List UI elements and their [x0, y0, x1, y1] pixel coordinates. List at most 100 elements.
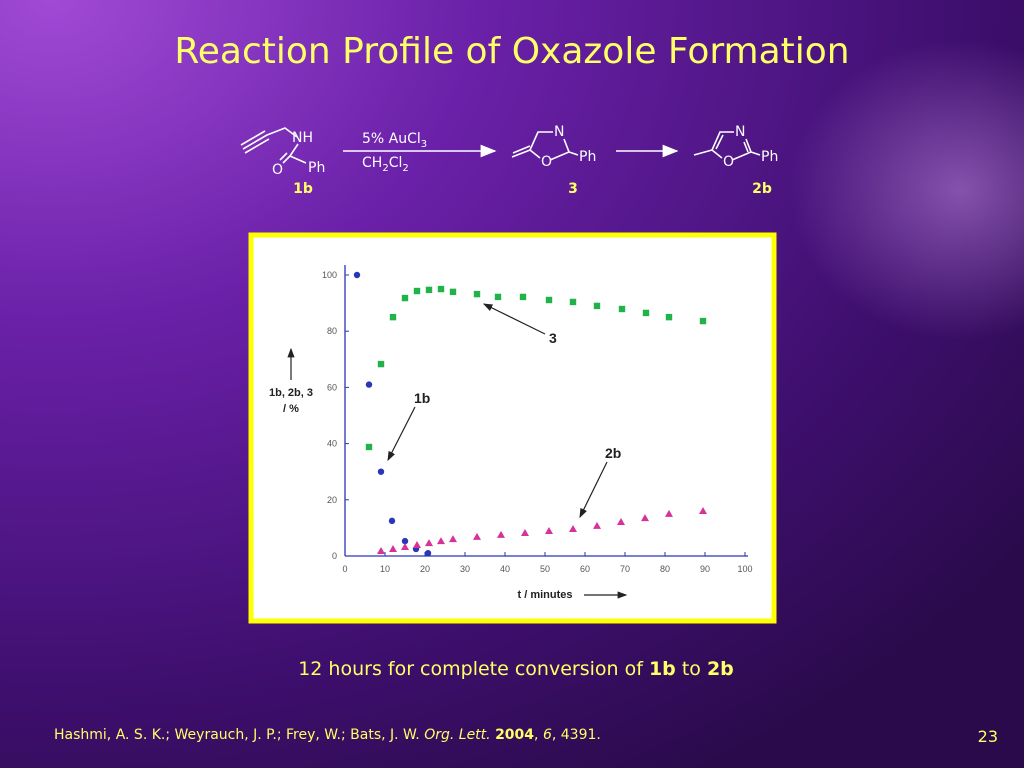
- data-point: [389, 313, 397, 321]
- y-tick-label: 60: [327, 382, 337, 392]
- data-point: [388, 517, 396, 525]
- y-tick-label: 40: [327, 439, 337, 449]
- caption-compound: 2b: [707, 658, 734, 680]
- data-point: [699, 317, 707, 325]
- y-axis-label: / %: [283, 403, 299, 415]
- data-point: [377, 360, 385, 368]
- data-point: [413, 287, 421, 295]
- data-point: [473, 290, 481, 298]
- atom-label: NH: [292, 130, 313, 146]
- data-point: [473, 532, 481, 540]
- x-tick-label: 100: [737, 564, 752, 574]
- caption-compound: 1b: [649, 658, 676, 680]
- y-tick-label: 100: [322, 270, 337, 280]
- data-point: [642, 309, 650, 317]
- annotation-arrow: [482, 303, 546, 335]
- caption-text: to: [676, 658, 707, 680]
- data-point: [545, 526, 553, 534]
- solvent-text: CH: [362, 155, 382, 171]
- data-point: [365, 443, 373, 451]
- data-point: [569, 525, 577, 533]
- atom-label: O: [541, 154, 552, 170]
- x-tick-label: 50: [540, 564, 550, 574]
- data-point: [413, 541, 421, 549]
- citation-journal: Org. Lett.: [424, 727, 490, 743]
- annotation-arrow: [387, 406, 416, 462]
- data-point: [593, 521, 601, 529]
- citation-year: 2004: [495, 727, 534, 743]
- data-point: [424, 549, 432, 557]
- citation-volume: 6: [543, 727, 552, 743]
- atom-label: O: [272, 162, 283, 178]
- caption-text: 12 hours for complete conversion of: [298, 658, 649, 680]
- annotation: 3: [549, 330, 557, 346]
- compound-label: 2b: [752, 181, 772, 197]
- bond: [240, 127, 298, 154]
- x-tick-label: 60: [580, 564, 590, 574]
- x-tick-label: 10: [380, 564, 390, 574]
- page-number: 23: [978, 727, 998, 746]
- annotation: 1b: [414, 390, 430, 406]
- data-point: [665, 313, 673, 321]
- compound-label: 1b: [293, 181, 313, 197]
- data-point: [593, 302, 601, 310]
- data-point: [569, 298, 577, 306]
- data-point: [401, 537, 409, 545]
- data-point: [437, 285, 445, 293]
- x-tick-label: 0: [342, 564, 347, 574]
- chart-frame: [248, 232, 777, 624]
- citation-pages: , 4391.: [552, 727, 601, 743]
- solvent-subscript: 2: [402, 163, 408, 174]
- citation: Hashmi, A. S. K.; Weyrauch, J. P.; Frey,…: [54, 727, 601, 743]
- atom-label: N: [554, 124, 564, 140]
- chart: 1b, 2b, 3 / % t / minutes 3 1b 2b 0 10 20 3…: [269, 265, 753, 601]
- data-point: [545, 296, 553, 304]
- background-glow: [790, 40, 1024, 340]
- data-point: [377, 546, 385, 554]
- ring: [693, 131, 761, 161]
- solvent-text: Cl: [389, 155, 403, 171]
- data-point: [699, 507, 707, 515]
- data-point: [497, 530, 505, 538]
- compound-label: 3: [568, 181, 578, 197]
- data-point: [665, 509, 673, 517]
- x-tick-label: 90: [700, 564, 710, 574]
- data-point: [617, 517, 625, 525]
- slide-title: Reaction Profile of Oxazole Formation: [174, 31, 849, 72]
- atom-label: Ph: [761, 149, 778, 165]
- data-point: [365, 381, 373, 388]
- data-point: [618, 305, 626, 313]
- data-point: [389, 544, 397, 552]
- y-tick-label: 20: [327, 495, 337, 505]
- solvent: CH2Cl2: [362, 155, 409, 174]
- atom-label: O: [723, 154, 734, 170]
- data-point: [377, 468, 385, 475]
- data-point: [494, 293, 502, 301]
- data-point: [353, 271, 361, 279]
- data-point: [641, 514, 649, 522]
- reagent: 5% AuCl3: [362, 131, 427, 150]
- data-point: [401, 543, 409, 551]
- y-axis-label: 1b, 2b, 3: [269, 387, 313, 399]
- bond: [279, 143, 307, 164]
- data-point: [449, 288, 457, 296]
- citation-authors: Hashmi, A. S. K.; Weyrauch, J. P.; Frey,…: [54, 727, 424, 743]
- annotation-arrow: [579, 461, 608, 519]
- reaction-scheme: NH O Ph 1b 5% AuCl3 CH2Cl2 N O Ph 3 N O …: [240, 124, 778, 197]
- data-point: [449, 535, 457, 543]
- data-point: [519, 293, 527, 301]
- solvent-subscript: 2: [382, 163, 388, 174]
- data-point: [521, 528, 529, 536]
- data-point: [425, 539, 433, 547]
- x-tick-label: 20: [420, 564, 430, 574]
- y-tick-label: 80: [327, 326, 337, 336]
- x-tick-label: 70: [620, 564, 630, 574]
- citation-text: ,: [534, 727, 543, 743]
- annotation: 2b: [605, 445, 621, 461]
- data-point: [425, 286, 433, 294]
- caption: 12 hours for complete conversion of 1b t…: [298, 658, 734, 680]
- reagent-subscript: 3: [421, 139, 427, 150]
- x-tick-label: 30: [460, 564, 470, 574]
